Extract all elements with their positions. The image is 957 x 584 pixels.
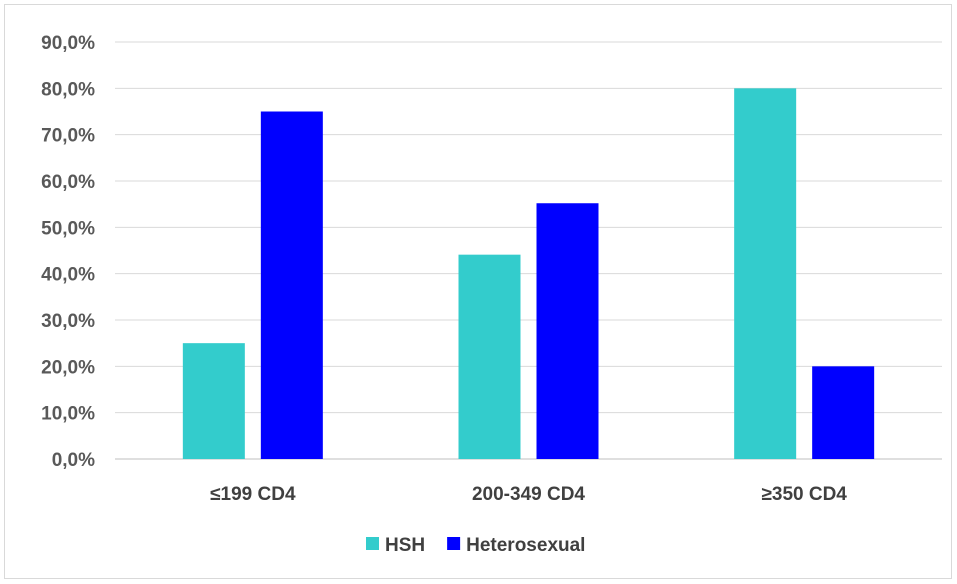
- y-tick-label: 80,0%: [41, 79, 95, 100]
- y-tick-label: 50,0%: [41, 218, 95, 239]
- legend-label-hsh: HSH: [385, 535, 425, 556]
- legend-label-heterosexual: Heterosexual: [466, 535, 585, 556]
- bar-heterosexual-2: [812, 366, 875, 459]
- y-tick-label: 40,0%: [41, 265, 95, 286]
- bar-hsh-0: [182, 343, 245, 459]
- y-tick-label: 20,0%: [41, 357, 95, 378]
- x-tick-label: ≥350 CD4: [761, 484, 847, 505]
- y-tick-label: 0,0%: [52, 450, 95, 471]
- y-tick-label: 70,0%: [41, 126, 95, 147]
- bar-heterosexual-1: [536, 203, 599, 459]
- legend-swatch-heterosexual: [447, 537, 461, 550]
- x-tick-label: ≤199 CD4: [210, 484, 296, 505]
- bar-hsh-2: [734, 88, 797, 459]
- bar-heterosexual-0: [260, 111, 323, 459]
- y-tick-label: 10,0%: [41, 404, 95, 425]
- y-tick-label: 60,0%: [41, 172, 95, 193]
- bar-hsh-1: [458, 254, 521, 459]
- gridlines: [115, 41, 942, 460]
- x-tick-label: 200-349 CD4: [472, 484, 585, 505]
- y-axis-ticks: 0,0% 10,0% 20,0% 30,0% 40,0% 50,0% 60,0% 70,0% 8…: [41, 33, 95, 471]
- y-tick-label: 90,0%: [41, 33, 95, 54]
- bars: [182, 88, 875, 459]
- legend-swatch-hsh: [366, 537, 379, 550]
- y-tick-label: 30,0%: [41, 311, 95, 332]
- legend: HSH Heterosexual: [366, 535, 585, 556]
- x-axis-labels: ≤199 CD4 200-349 CD4 ≥350 CD4: [210, 484, 847, 505]
